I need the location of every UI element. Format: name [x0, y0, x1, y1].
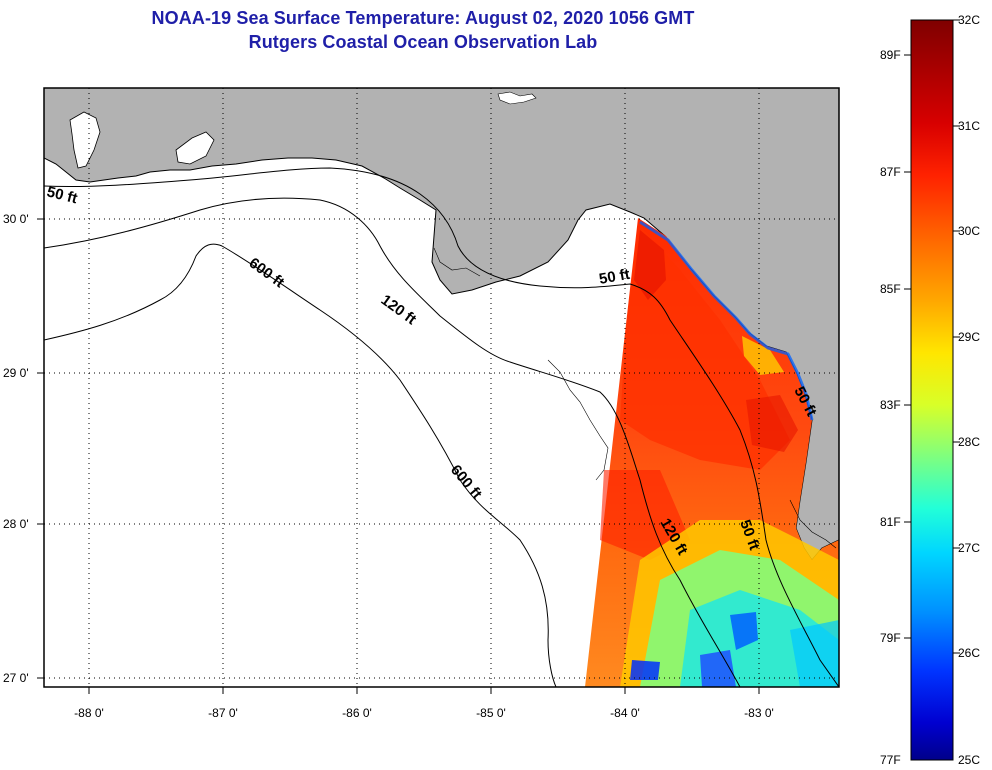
sst-cold-patch — [700, 650, 736, 687]
colorbar-label-c: 26C — [958, 646, 980, 660]
lon-label: -86 0' — [342, 706, 372, 720]
sst-hot-patch — [600, 470, 690, 560]
colorbar-label-c: 29C — [958, 330, 980, 344]
lon-label: -87 0' — [208, 706, 238, 720]
lat-label: 29 0' — [3, 366, 29, 380]
colorbar-label-f: 79F — [880, 631, 901, 645]
colorbar-label-f: 85F — [880, 282, 901, 296]
sst-cold-patch — [730, 612, 758, 650]
bay-inlet — [175, 131, 215, 165]
colorbar-label-c: 25C — [958, 753, 980, 767]
colorbar-gradient-bar — [910, 19, 954, 761]
lake — [497, 91, 537, 105]
colorbar-label-c: 31C — [958, 119, 980, 133]
colorbar-label-c: 32C — [958, 13, 980, 27]
coastline-detail — [789, 499, 837, 549]
contour-50ft — [44, 167, 839, 687]
contour-label-50ft: 50 ft — [45, 183, 79, 207]
chart-subtitle: Rutgers Coastal Ocean Observation Lab — [248, 32, 598, 52]
sst-cold-patch — [630, 660, 660, 680]
coastline-detail — [433, 247, 481, 277]
colorbar-label-f: 87F — [880, 165, 901, 179]
colorbar: 89F 87F 85F 83F 81F 79F 77F 32C 31C 30C … — [880, 13, 980, 767]
colorbar-label-f: 89F — [880, 48, 901, 62]
lon-label: -83 0' — [744, 706, 774, 720]
colorbar-label-c: 27C — [958, 541, 980, 555]
lat-label: 27 0' — [3, 671, 29, 685]
colorbar-label-f: 77F — [880, 753, 901, 767]
lat-label: 30 0' — [3, 212, 29, 226]
sst-warm-coastal — [742, 336, 784, 375]
axis-ticks — [37, 218, 760, 694]
contour-120ft — [44, 197, 741, 687]
colorbar-label-c: 28C — [958, 435, 980, 449]
map-frame — [43, 87, 840, 688]
lon-label: -84 0' — [610, 706, 640, 720]
sst-hot-patch — [634, 230, 666, 300]
lon-label: -88 0' — [74, 706, 104, 720]
coastline-detail — [547, 359, 609, 481]
colorbar-label-c: 30C — [958, 224, 980, 238]
sst-hot-patch — [746, 395, 798, 452]
bay-inlet — [69, 111, 101, 169]
lat-label: 28 0' — [3, 517, 29, 531]
contour-label-50ft: 50 ft — [598, 266, 631, 288]
contour-600ft — [44, 243, 557, 687]
chart-title: NOAA-19 Sea Surface Temperature: August … — [151, 8, 695, 28]
lon-label: -85 0' — [476, 706, 506, 720]
colorbar-label-f: 83F — [880, 398, 901, 412]
sst-coastal-band — [639, 220, 814, 421]
colorbar-label-f: 81F — [880, 515, 901, 529]
